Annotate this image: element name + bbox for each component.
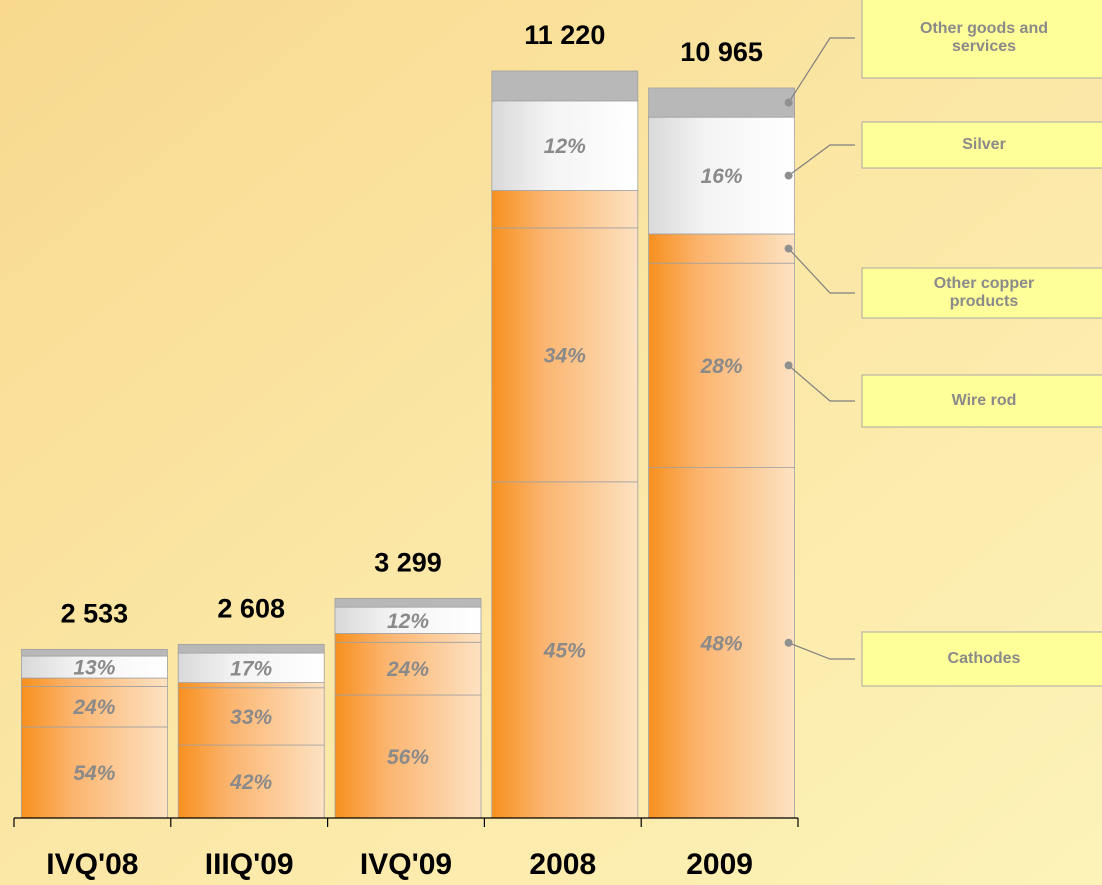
segment-label: 13% bbox=[73, 657, 115, 680]
segment-label: 28% bbox=[700, 355, 743, 378]
segment-label: 34% bbox=[544, 344, 586, 367]
bar-segment bbox=[334, 633, 482, 643]
total-label: 2 533 bbox=[61, 598, 129, 628]
legend-dot bbox=[784, 171, 793, 180]
legend-dot bbox=[784, 361, 793, 370]
legend-connector bbox=[788, 144, 855, 177]
x-tick-label: 2008 bbox=[529, 848, 596, 881]
bar-segment bbox=[177, 643, 325, 654]
bar-segment bbox=[177, 682, 325, 689]
bar-segment bbox=[20, 686, 168, 728]
x-tick-label: 2009 bbox=[686, 848, 753, 881]
legend-label-line: products bbox=[950, 293, 1019, 310]
legend-connector bbox=[788, 642, 855, 660]
bar-segment bbox=[648, 467, 795, 819]
legend-label-line: Other copper bbox=[934, 275, 1034, 292]
bar-segment bbox=[20, 726, 168, 819]
legend-box bbox=[861, 374, 1102, 428]
legend-connector bbox=[788, 364, 855, 402]
bar-segment bbox=[334, 597, 482, 608]
segment-label: 24% bbox=[72, 696, 115, 719]
bar-segment bbox=[491, 100, 639, 191]
bar-segment bbox=[334, 641, 482, 696]
total-label: 2 608 bbox=[217, 593, 285, 623]
total-label: 3 299 bbox=[374, 547, 442, 577]
legend-label-line: Other goods and bbox=[920, 20, 1048, 37]
segment-label: 24% bbox=[386, 658, 429, 681]
bar-segment bbox=[648, 87, 795, 118]
x-tick-label: IIIQ'09 bbox=[205, 848, 294, 881]
bar-segment bbox=[491, 190, 639, 229]
legend-box bbox=[861, 267, 1102, 319]
x-tick-label: IVQ'09 bbox=[360, 848, 452, 881]
legend-dot bbox=[784, 638, 793, 647]
legend-label: Silver bbox=[962, 136, 1006, 153]
bar-segment bbox=[491, 481, 639, 819]
segment-label: 33% bbox=[230, 706, 272, 729]
segment-label: 45% bbox=[543, 639, 586, 662]
bar-segment bbox=[20, 648, 168, 657]
legend-label-line: services bbox=[952, 38, 1016, 55]
segment-label: 12% bbox=[544, 135, 586, 158]
legend-box bbox=[861, 0, 1102, 79]
x-tick-label: IVQ'08 bbox=[46, 848, 138, 881]
segment-label: 54% bbox=[73, 762, 115, 785]
bar-segment bbox=[648, 116, 795, 235]
bar-segment bbox=[648, 262, 795, 468]
bar-segment bbox=[648, 233, 795, 264]
segment-label: 48% bbox=[700, 632, 743, 655]
legend-connector bbox=[788, 37, 855, 103]
segment-label: 42% bbox=[229, 771, 272, 794]
legend-dot bbox=[784, 244, 793, 253]
segment-label: 12% bbox=[387, 610, 429, 633]
legend-dot bbox=[784, 98, 793, 107]
segment-label: 17% bbox=[230, 657, 272, 680]
legend-label: Other copper products bbox=[934, 275, 1034, 310]
legend-box bbox=[861, 631, 1102, 687]
legend-label: Wire rod bbox=[952, 392, 1017, 409]
segment-label: 56% bbox=[387, 746, 429, 769]
bar-segment bbox=[491, 70, 639, 102]
legend-box bbox=[861, 121, 1102, 169]
segment-label: 16% bbox=[701, 165, 743, 188]
legend-label: Cathodes bbox=[948, 650, 1021, 667]
bar-segment bbox=[491, 227, 639, 483]
bar-segment bbox=[177, 652, 325, 683]
legend-connector bbox=[788, 248, 855, 294]
plot: 54% 24% 13% 2 533 IVQ'08 42% 33% 17% 2 608 IIIQ'0… bbox=[13, 0, 1102, 881]
bar-segment bbox=[177, 744, 325, 819]
bar-segment bbox=[334, 606, 482, 634]
total-label: 11 220 bbox=[524, 20, 605, 50]
total-label: 10 965 bbox=[680, 37, 763, 67]
legend-label: Other goods and services bbox=[920, 20, 1048, 55]
